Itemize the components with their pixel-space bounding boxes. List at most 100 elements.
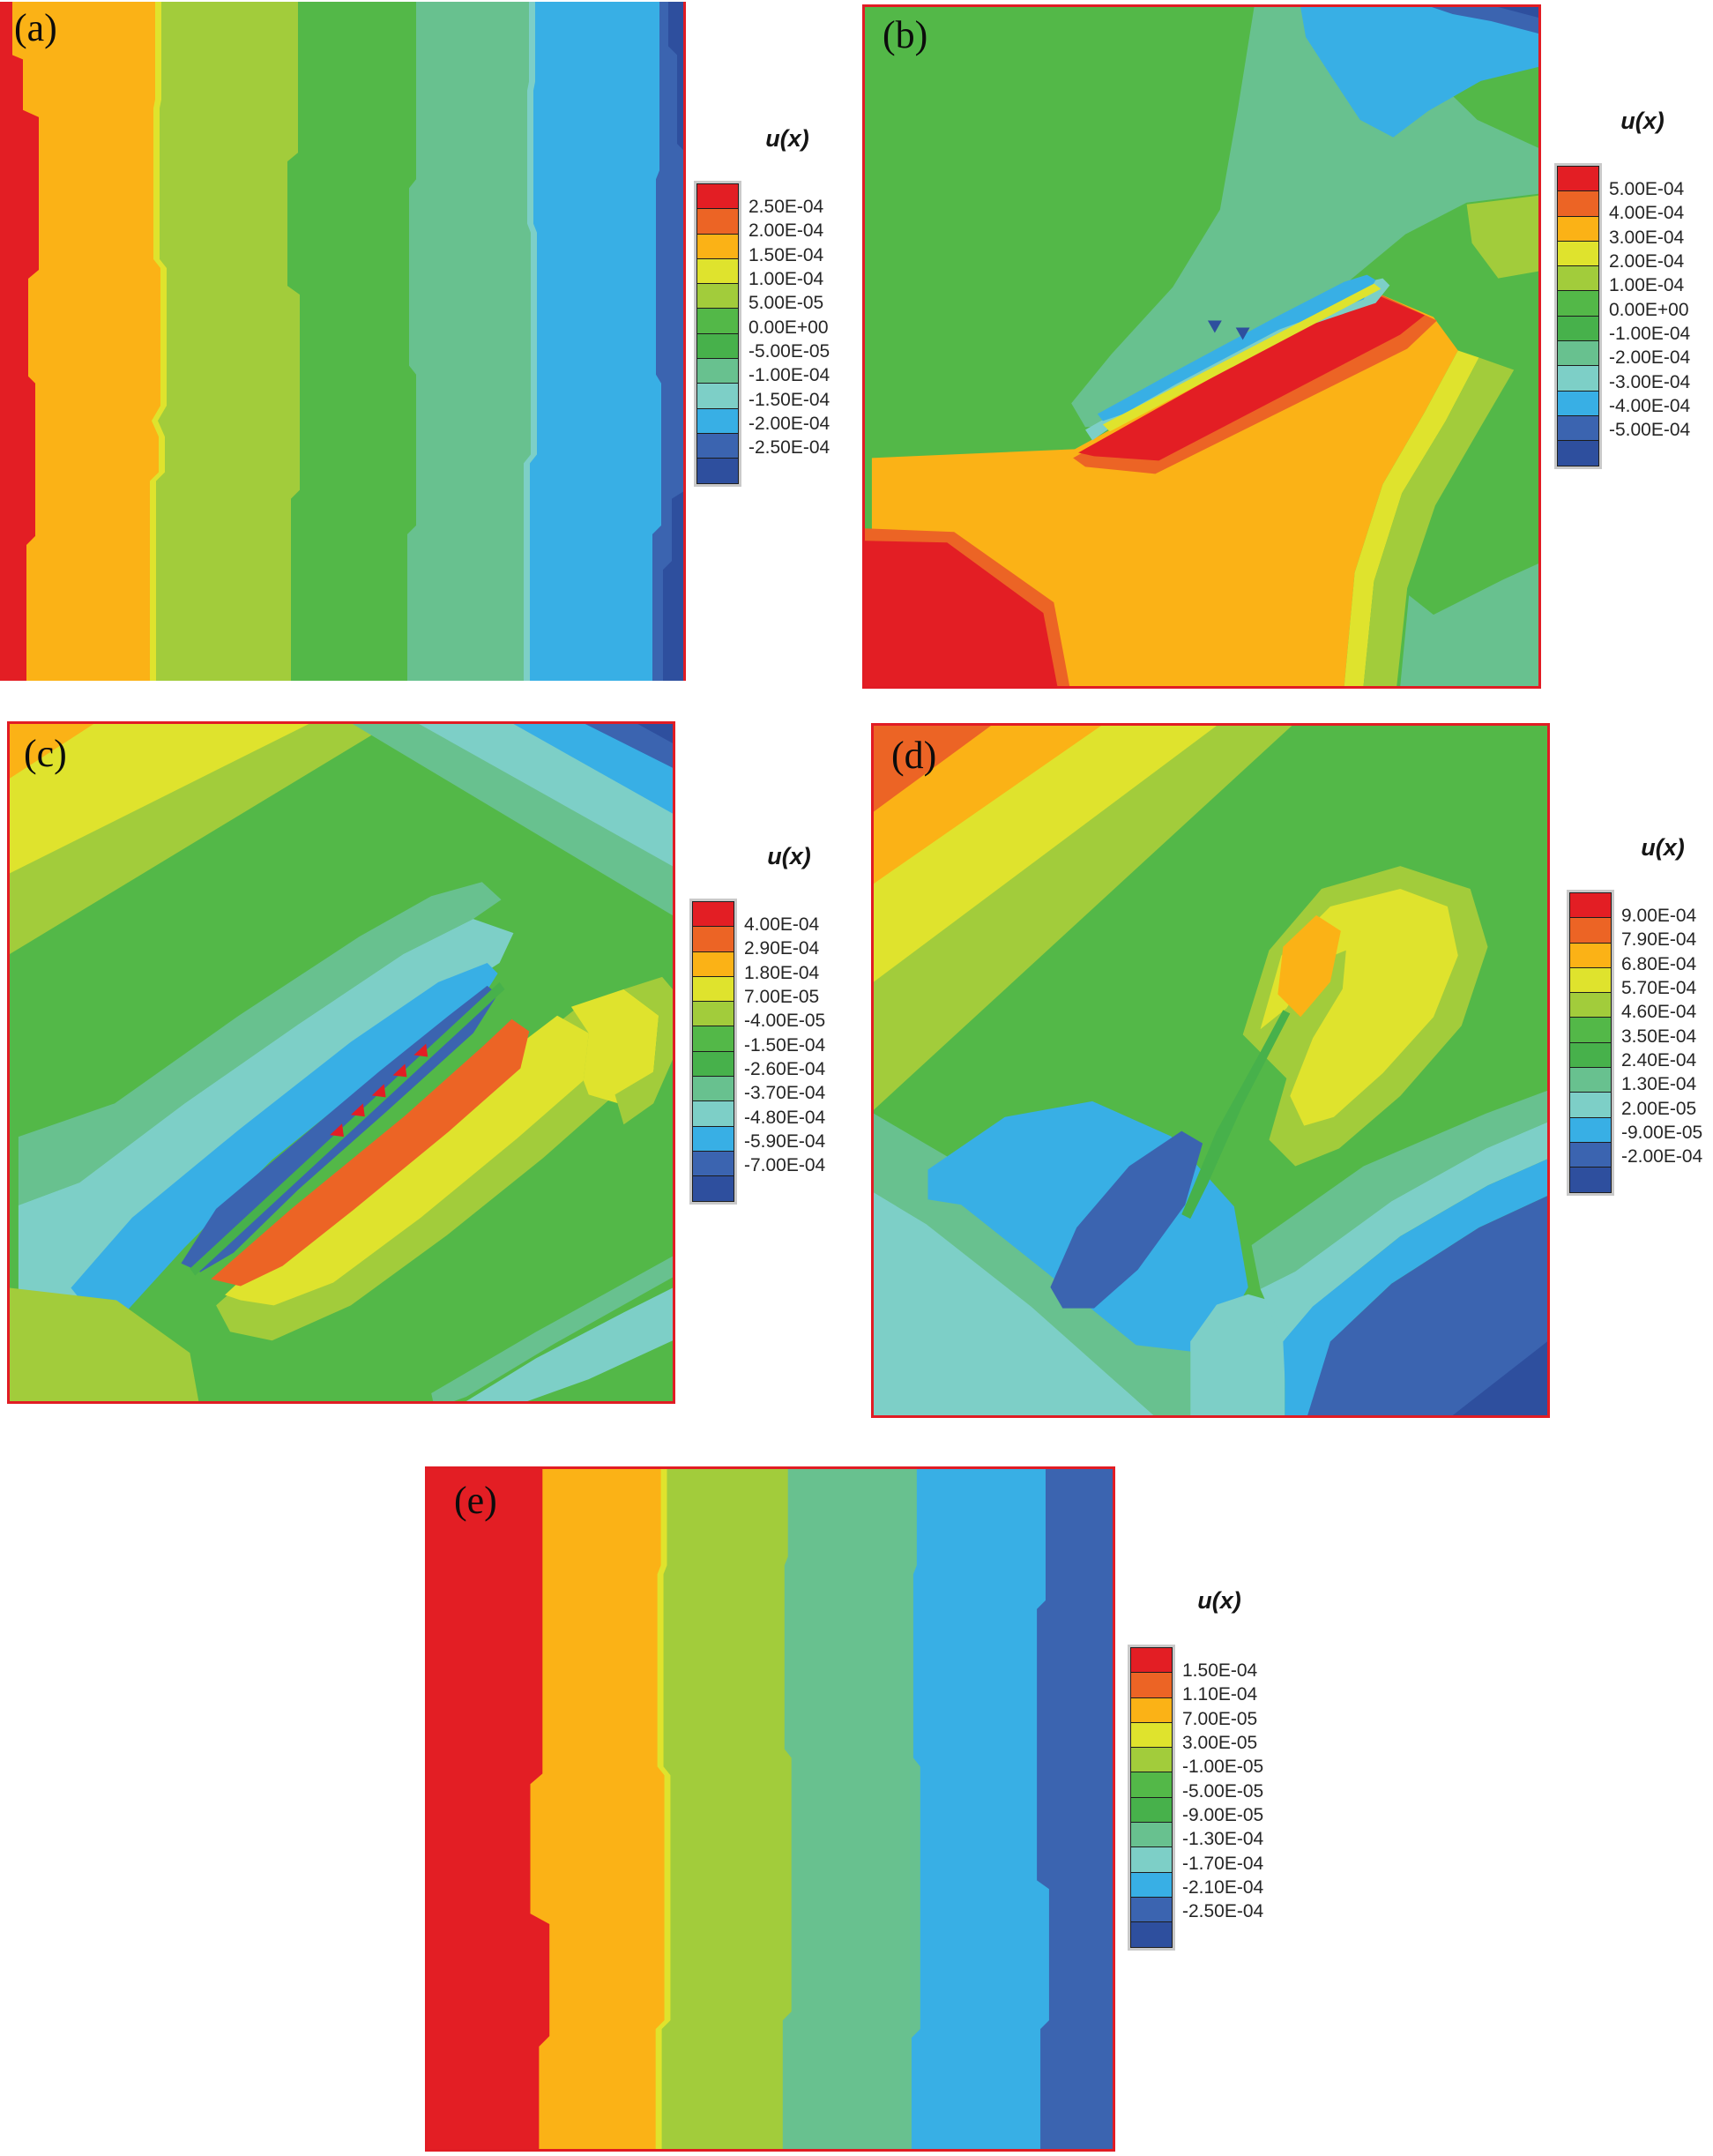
region-blue-corner [1431,7,1538,34]
legend-a-colorbar [696,183,739,484]
legend-a-title: u(x) [765,125,809,152]
legend-value: 2.40E-04 [1621,1050,1697,1071]
legend-value: 1.00E-04 [749,269,824,290]
legend-value: -1.50E-04 [749,389,830,410]
colorbar-segment [1131,1648,1172,1673]
colorbar-segment [1570,1116,1611,1142]
colorbar-segment [697,184,738,209]
legend-value: -1.00E-05 [1182,1757,1264,1778]
legend-value: 3.00E-05 [1182,1733,1258,1754]
colorbar-segment [1558,240,1598,266]
colorbar-segment [1570,1092,1611,1117]
colorbar-segment [1570,1167,1611,1192]
panel-e-plot: (e) [425,1466,1115,2152]
colorbar-segment [1558,290,1598,316]
strip-teal-bottomright [1260,1122,1547,1342]
contour-field-d [874,726,1547,1415]
legend-value: 5.00E-04 [1609,179,1685,199]
rim-yellowgreen-east [614,976,673,1125]
legend-value: 2.90E-04 [744,938,820,959]
colorbar-segment [1558,365,1598,391]
legend-c-title: u(x) [767,843,811,869]
legend-value: 0.00E+00 [749,317,829,338]
band-darkblue-bottom [663,489,686,681]
colorbar-segment [697,332,738,359]
band-red-crack [1078,290,1426,461]
patch-yellowgreen-bottomleft [10,1287,199,1401]
contour-field-b [865,7,1538,686]
colorbar-segment [693,1026,734,1051]
band-blue [1037,1469,1113,2149]
colorbar-segment [697,283,738,309]
colorbar-segment [1570,966,1611,993]
legend-b-values: 5.00E-04 4.00E-04 3.00E-04 2.00E-04 1.00… [1609,177,1690,443]
blob-yellow-east [570,988,659,1104]
legend-value: -3.00E-04 [1609,371,1691,392]
colorbar-segment [693,1125,734,1151]
legend-value: 4.00E-04 [744,914,820,935]
contour-field-c [10,724,673,1401]
wedge-darkblue-corner [637,724,673,743]
legend-value: -9.00E-05 [1182,1805,1264,1826]
region-skyblue-topright [1300,7,1538,138]
legend-b-title: u(x) [1620,108,1665,134]
colorbar-segment [1131,1747,1172,1772]
legend-value: -2.00E-04 [1621,1146,1703,1168]
legend-value: 1.50E-04 [1182,1660,1258,1681]
colorbar-segment [1558,265,1598,291]
legend-value: -9.00E-05 [1621,1123,1703,1144]
legend-value: 2.50E-04 [749,197,824,217]
legend-value: -1.70E-04 [1182,1853,1264,1874]
colorbar-segment [1558,340,1598,366]
colorbar-segment [1131,1672,1172,1697]
panel-a-plot: (a) [0,2,686,681]
colorbar-segment [1570,893,1611,918]
colorbar-segment [1558,190,1598,216]
legend-value: 9.00E-04 [1621,906,1697,926]
colorbar-segment [1570,917,1611,943]
legend-value: 0.00E+00 [1609,299,1689,320]
colorbar-segment [1570,1017,1611,1042]
colorbar-segment [1131,1697,1172,1722]
legend-value: 7.90E-04 [1621,929,1697,951]
colorbar-segment [1570,992,1611,1018]
panel-e-label: (e) [454,1479,497,1522]
legend-value: -2.10E-04 [1182,1877,1264,1899]
region-yellowgreen-rim [1363,357,1515,686]
legend-value: -5.00E-04 [1609,420,1691,441]
legend-value: 6.80E-04 [1621,953,1697,974]
legend-value: -3.70E-04 [744,1083,826,1104]
legend-d-title: u(x) [1641,834,1685,861]
legend-e-title: u(x) [1197,1587,1241,1614]
colorbar-segment [693,1150,734,1176]
colorbar-segment [693,1175,734,1201]
colorbar-segment [697,257,738,284]
legend-b-colorbar [1557,166,1599,466]
legend-c-colorbar [692,901,734,1202]
legend-value: -5.00E-05 [749,341,830,362]
legend-value: -2.60E-04 [744,1059,826,1080]
colorbar-segment [1131,1921,1172,1947]
colorbar-segment [693,1076,734,1101]
legend-value: 5.00E-05 [749,293,824,314]
legend-value: 2.00E-05 [1621,1098,1697,1119]
panel-b-plot: (b) [862,4,1541,689]
panel-c-plot: (c) [7,721,675,1404]
colorbar-segment [693,1001,734,1026]
colorbar-segment [1570,1141,1611,1168]
legend-value: 1.30E-04 [1621,1074,1697,1095]
strip-teal-bottomright [465,1287,673,1401]
legend-value: -4.00E-04 [1609,396,1691,417]
colorbar-segment [697,308,738,333]
legend-value: 1.50E-04 [749,244,824,265]
colorbar-segment [1131,1796,1172,1823]
colorbar-segment [1131,1772,1172,1797]
halo-skyblue-upper [71,962,498,1317]
panel-d-label: (d) [891,734,937,777]
colorbar-segment [1570,1041,1611,1068]
legend-value: -2.00E-04 [749,414,830,435]
legend-value: 7.00E-05 [1182,1708,1258,1729]
region-seagreen-bottomright [1400,563,1538,686]
colorbar-segment [1570,1067,1611,1093]
